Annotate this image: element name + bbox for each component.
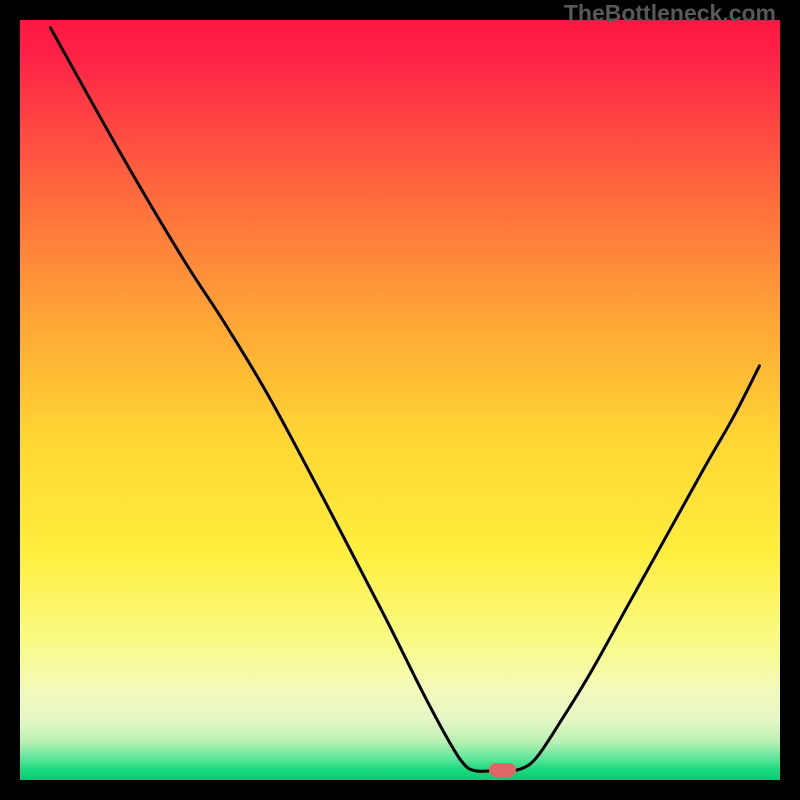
optimal-point-marker [489,763,516,777]
bottleneck-curve [20,20,780,780]
chart-frame: TheBottleneck.com [0,0,800,800]
plot-area [20,20,780,780]
curve-path [50,28,759,772]
watermark-text: TheBottleneck.com [564,0,776,27]
